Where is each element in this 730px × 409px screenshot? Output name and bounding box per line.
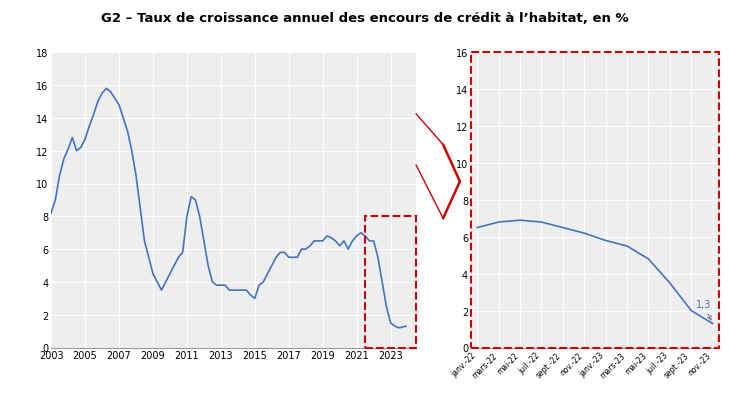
Bar (365, 217, 416, 348)
Text: G2 – Taux de croissance annuel des encours de crédit à l’habitat, en %: G2 – Taux de croissance annuel des encou… (101, 12, 629, 25)
Text: 1,3: 1,3 (696, 299, 711, 320)
